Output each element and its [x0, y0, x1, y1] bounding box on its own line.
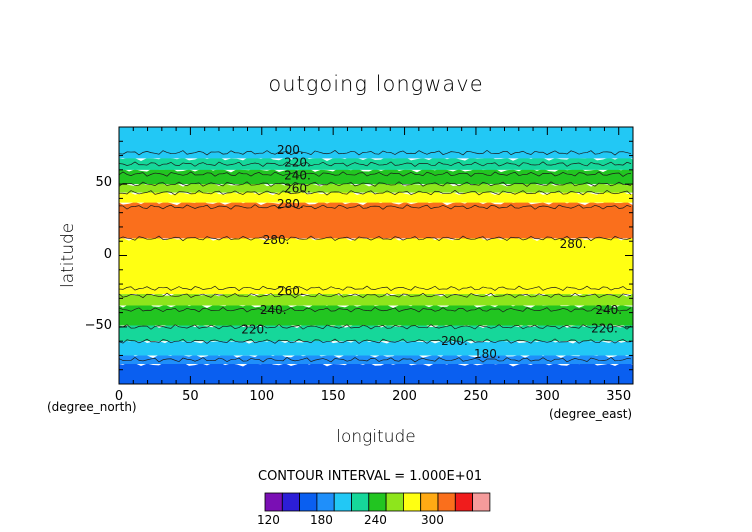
contour-line [118, 171, 632, 177]
colorbar-cell [299, 492, 318, 512]
contour-label: 280. [263, 233, 290, 247]
contour-interval-text: CONTOUR INTERVAL = 1.000E+01 [258, 469, 483, 484]
band-170 [119, 361, 633, 384]
band-270 [119, 190, 633, 203]
contour-label: 280. [560, 237, 587, 251]
chart-title: outgoing longwave [268, 72, 484, 96]
y-unit-label: (degree_north) [47, 400, 137, 414]
colorbar-cell [437, 492, 456, 512]
colorbar-cell [472, 492, 491, 512]
contour-label: 180. [474, 347, 501, 361]
colorbar-cell [316, 492, 335, 512]
y-tick-label: 50 [95, 175, 112, 191]
contour-line [118, 161, 632, 167]
x-tick-label: 200 [392, 389, 417, 404]
band-290 [119, 200, 633, 239]
x-tick-label: 150 [320, 389, 346, 404]
contour-line [118, 292, 632, 299]
colorbar-tick-label: 300 [421, 513, 444, 527]
contour-label: 200. [277, 143, 304, 157]
contour-line [118, 285, 632, 292]
band-250 [119, 181, 633, 193]
y-axis-label: latitude [58, 222, 78, 288]
contour-label: 260. [277, 284, 304, 298]
contour-label: 260. [284, 181, 311, 195]
color-bands [119, 127, 633, 384]
contour-line [118, 204, 632, 210]
colorbar-cell [402, 492, 422, 512]
contour-line [118, 324, 632, 330]
colorbar-cell [420, 492, 439, 512]
x-tick-label: 250 [463, 389, 489, 404]
contour-label: 240. [260, 303, 287, 317]
contour-label: 220. [241, 323, 268, 337]
colorbar-tick-label: 120 [257, 513, 280, 527]
contour-label: 220. [284, 156, 311, 170]
x-unit-label: (degree_east) [549, 407, 633, 421]
contour-label: 200. [441, 334, 468, 348]
contour-line [118, 181, 632, 188]
contour-label: 240. [284, 169, 311, 183]
y-tick-label: 0 [103, 246, 112, 262]
contour-line [118, 356, 632, 363]
x-tick-label: 50 [182, 389, 199, 404]
band-270 [119, 235, 633, 295]
contour-label: 280. [277, 197, 304, 211]
band-180 [119, 352, 633, 365]
contour-lines [118, 149, 632, 363]
x-tick-label: 300 [534, 389, 560, 404]
colorbar-cell [454, 492, 473, 512]
colorbar-cell [385, 492, 404, 512]
contour-label: 220. [591, 321, 618, 335]
contour-line [118, 338, 632, 344]
colorbar-cell [368, 492, 387, 512]
y-tick-label: −50 [84, 317, 112, 333]
contour-line [118, 149, 632, 156]
colorbar-cell [351, 492, 370, 512]
contour-label: 240. [595, 303, 622, 317]
contour-line [118, 306, 632, 313]
colorbar-cell [264, 492, 283, 512]
contour-labels: 200.220.240.260.280.280. 280.260.240. 240.… [241, 143, 622, 361]
band-190 [119, 338, 633, 356]
contour-line [118, 235, 632, 242]
colorbar [264, 492, 491, 512]
colorbar-cell [281, 492, 300, 512]
band-230 [119, 167, 633, 185]
colorbar-tick-label: 180 [310, 513, 333, 527]
band-210 [119, 155, 633, 170]
x-tick-label: 0 [114, 389, 124, 404]
band-230 [119, 302, 633, 326]
axis-ticks [118, 126, 634, 385]
contour-line [118, 189, 632, 196]
x-tick-label: 100 [249, 389, 275, 404]
colorbar-tick-label: 240 [364, 513, 387, 527]
x-tick-label: 350 [606, 389, 632, 404]
x-axis-label: longitude [336, 427, 416, 447]
colorbar-cell [333, 492, 352, 512]
